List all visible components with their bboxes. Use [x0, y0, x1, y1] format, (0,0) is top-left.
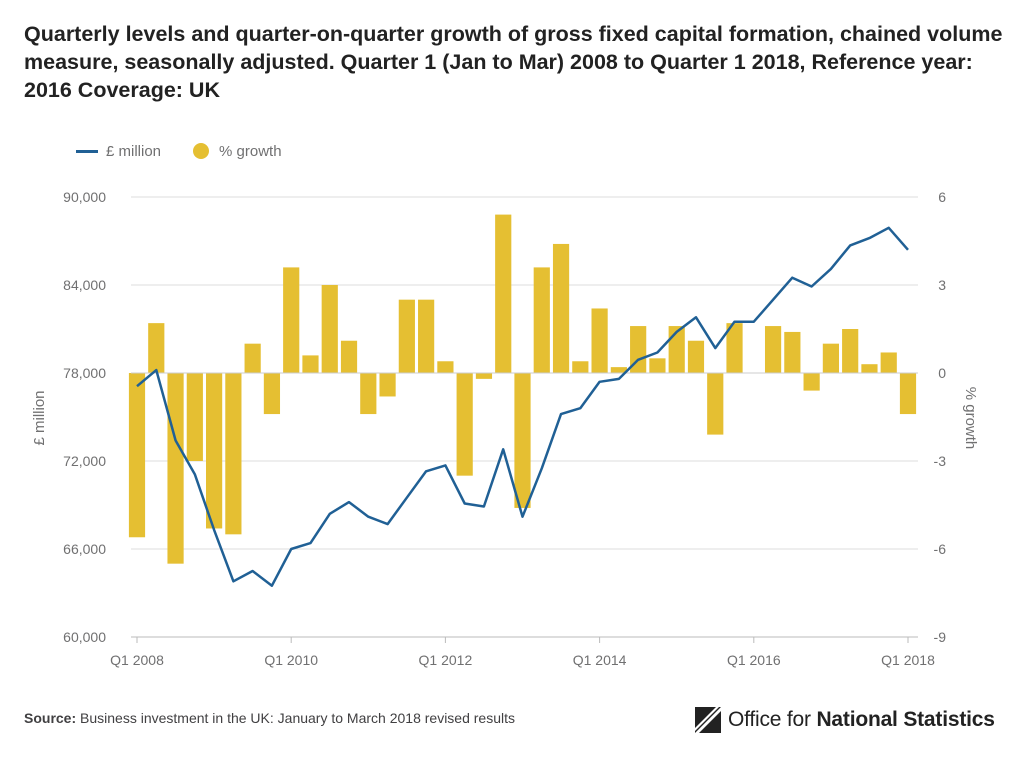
- growth-bar: [591, 308, 608, 373]
- y-right-tick-label: 6: [938, 189, 946, 205]
- chart-title: Quarterly levels and quarter-on-quarter …: [24, 22, 1003, 102]
- x-tick-label: Q1 2012: [419, 652, 473, 668]
- ons-logo-text: Office for National Statistics: [728, 708, 995, 732]
- growth-bar: [514, 373, 531, 508]
- growth-bar: [128, 373, 146, 538]
- ons-logo-text-bold: National Statistics: [816, 708, 995, 731]
- growth-bar: [899, 373, 917, 415]
- growth-bar: [610, 367, 627, 373]
- growth-bar: [764, 326, 782, 373]
- growth-bar: [398, 299, 415, 373]
- ons-logo-text-light: Office for: [728, 708, 811, 731]
- growth-bar: [572, 361, 589, 373]
- x-tick-label: Q1 2014: [573, 652, 627, 668]
- x-tick-label: Q1 2008: [110, 652, 164, 668]
- growth-bar: [456, 373, 473, 476]
- growth-bar: [475, 373, 493, 379]
- growth-bar: [321, 285, 338, 373]
- growth-bar: [418, 299, 435, 373]
- y-right-tick-label: 0: [938, 365, 946, 381]
- growth-bar: [283, 267, 300, 373]
- growth-bar: [822, 343, 839, 373]
- y-left-tick-label: 84,000: [63, 277, 106, 293]
- legend-item-line[interactable]: £ million: [76, 143, 161, 160]
- growth-bar: [784, 331, 801, 373]
- source-text: Business investment in the UK: January t…: [80, 710, 515, 726]
- ons-logo[interactable]: Office for National Statistics: [694, 706, 995, 734]
- growth-bar: [360, 373, 377, 415]
- legend-item-bar[interactable]: % growth: [193, 143, 282, 160]
- y-left-tick-label: 60,000: [63, 629, 106, 645]
- growth-bar: [861, 364, 878, 373]
- growth-bar: [340, 340, 358, 373]
- growth-bar: [225, 373, 242, 535]
- growth-bar: [379, 373, 396, 397]
- growth-bar: [148, 323, 165, 373]
- growth-bar: [707, 373, 724, 435]
- y-right-tick-label: 3: [938, 277, 946, 293]
- y-right-tick-label: -9: [934, 629, 947, 645]
- growth-bar: [437, 361, 454, 373]
- y-left-tick-label: 72,000: [63, 453, 106, 469]
- x-tick-label: Q1 2018: [881, 652, 935, 668]
- source-footer: Source: Business investment in the UK: J…: [24, 710, 515, 726]
- x-tick-label: Q1 2010: [264, 652, 318, 668]
- growth-bar: [263, 373, 281, 415]
- legend-bar-label: % growth: [219, 142, 282, 160]
- growth-bar: [552, 243, 570, 373]
- x-tick-label: Q1 2016: [727, 652, 781, 668]
- growth-bar: [630, 326, 647, 373]
- growth-bar: [649, 358, 666, 373]
- ons-logo-icon: [695, 707, 721, 733]
- growth-bar: [880, 352, 897, 373]
- legend: £ million % growth: [76, 140, 314, 162]
- growth-bar: [244, 343, 261, 373]
- line-series: [136, 226, 909, 587]
- y-right-tick-label: -3: [934, 453, 947, 469]
- legend-line-label: £ million: [106, 142, 162, 160]
- y-left-tick-label: 66,000: [63, 541, 106, 557]
- source-label: Source:: [24, 710, 77, 726]
- axis-layer: 60,000 66,000 72,000 78,000 84,000 90,000 -9 -6…: [63, 189, 946, 668]
- growth-bar: [206, 373, 223, 529]
- growth-bar: [726, 323, 743, 373]
- y-left-tick-label: 78,000: [63, 365, 106, 381]
- legend-bar-swatch: [193, 143, 210, 159]
- growth-bar: [687, 340, 705, 373]
- y-left-tick-label: 90,000: [63, 189, 106, 205]
- growth-bar: [495, 214, 512, 373]
- y-axis-right-label: % growth: [962, 387, 979, 450]
- growth-bar: [533, 267, 550, 373]
- growth-bar: [302, 355, 319, 373]
- growth-bar: [186, 373, 203, 461]
- y-right-tick-label: -6: [934, 541, 947, 557]
- growth-bar: [803, 373, 820, 391]
- y-axis-left-label: £ million: [31, 390, 48, 445]
- legend-line-swatch: [76, 149, 98, 153]
- bar-series: [128, 214, 917, 564]
- growth-bar: [842, 329, 859, 373]
- growth-bar: [167, 373, 184, 564]
